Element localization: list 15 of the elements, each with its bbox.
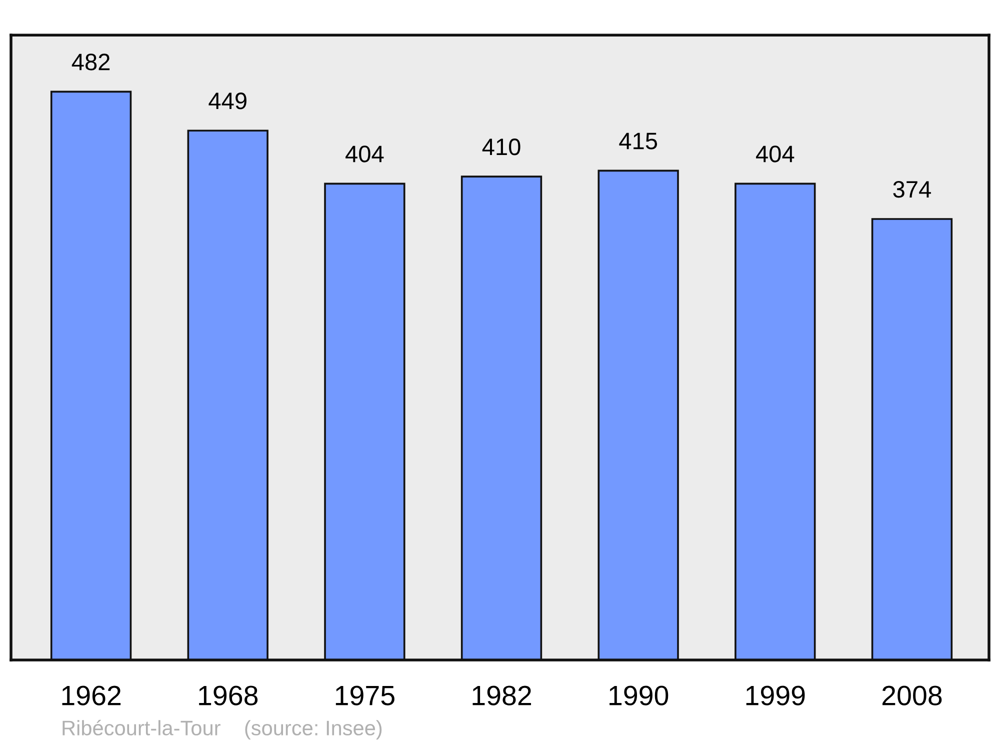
x-tick-label: 1990 [610, 686, 668, 706]
data-label: 404 [756, 146, 794, 162]
data-label: 410 [482, 138, 520, 156]
data-label: 482 [72, 54, 110, 70]
x-tick-label: 1982 [472, 686, 532, 706]
x-tick-label: 1999 [746, 686, 805, 706]
x-tick-label: 1962 [62, 686, 121, 706]
x-tick-label: 1975 [336, 686, 394, 706]
data-label: 404 [346, 146, 384, 162]
data-label: 415 [619, 132, 658, 150]
data-label: 374 [893, 180, 931, 198]
data-label: 449 [208, 92, 246, 110]
x-tick-label: 1968 [199, 686, 258, 706]
x-tick-label: 2008 [882, 686, 942, 706]
text: Ribécourt-la-Tour (source: Insee) [62, 720, 382, 740]
